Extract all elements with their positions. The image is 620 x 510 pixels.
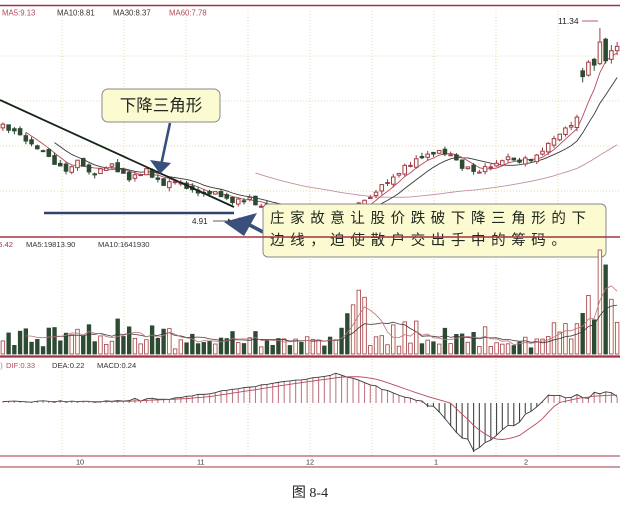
svg-text:11.34: 11.34 <box>558 16 579 26</box>
svg-text:DEA:0.22: DEA:0.22 <box>52 361 85 370</box>
svg-text:MA10:8.81: MA10:8.81 <box>57 9 95 18</box>
svg-text:4.91: 4.91 <box>192 217 208 226</box>
svg-text:MA5:19813.90: MA5:19813.90 <box>26 240 75 249</box>
svg-text:1: 1 <box>434 458 438 467</box>
svg-text:2: 2 <box>524 458 528 467</box>
svg-text:12: 12 <box>306 458 314 467</box>
svg-text:11: 11 <box>197 458 205 467</box>
svg-text:MA5:9.13: MA5:9.13 <box>2 9 35 18</box>
svg-text:下降三角形: 下降三角形 <box>120 96 203 115</box>
svg-text:MA10:1641930: MA10:1641930 <box>98 240 150 249</box>
svg-text:MACD:0.24: MACD:0.24 <box>97 361 136 370</box>
svg-text:10: 10 <box>76 458 84 467</box>
svg-text:MA60:7.78: MA60:7.78 <box>169 9 207 18</box>
svg-text:庄家故意让股价跌破下降三角形的下: 庄家故意让股价跌破下降三角形的下 <box>270 209 592 227</box>
svg-text:边线，迫使散户交出手中的筹码。: 边线，迫使散户交出手中的筹码。 <box>270 231 572 249</box>
svg-text:85.42: 85.42 <box>0 240 13 249</box>
svg-text:图 8-4: 图 8-4 <box>292 486 328 501</box>
svg-text:9): 9) <box>0 361 3 370</box>
svg-text:DIF:0.33: DIF:0.33 <box>6 361 35 370</box>
svg-text:MA30:8.37: MA30:8.37 <box>113 9 151 18</box>
